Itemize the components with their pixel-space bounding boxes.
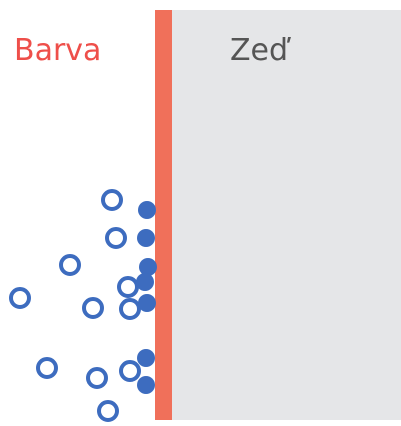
paint-layer [155,10,172,420]
paint-label: Barva [14,33,101,68]
wall-label: Zeď [230,33,291,68]
particle [86,367,108,389]
particle [139,258,157,276]
particle [101,189,123,211]
particle [138,294,156,312]
particle [9,287,31,309]
particle [137,376,155,394]
particle [119,360,141,382]
particle [117,276,139,298]
wall [172,10,401,420]
particle [36,357,58,379]
particle [59,254,81,276]
particle [105,227,127,249]
particle [137,229,155,247]
adhered-particles [136,201,157,394]
particle [97,400,119,422]
particle [138,201,156,219]
particle [136,273,154,291]
particle [137,349,155,367]
particle [119,298,141,320]
free-particles [9,189,141,422]
particle [82,297,104,319]
